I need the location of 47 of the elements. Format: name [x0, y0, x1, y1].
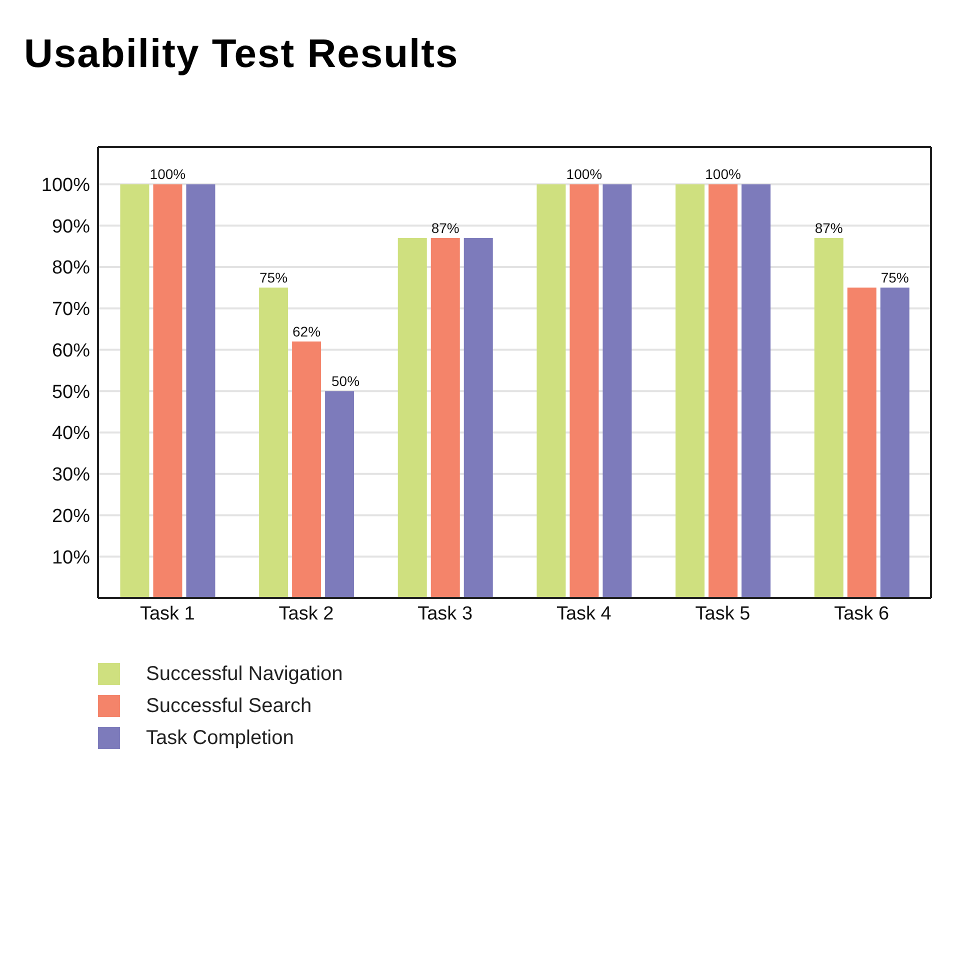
bar [847, 288, 876, 598]
bar [430, 238, 460, 598]
data-label: 100% [150, 166, 186, 182]
bar [814, 238, 844, 598]
bar [325, 391, 354, 598]
data-label: 62% [292, 323, 321, 340]
bar [536, 184, 566, 598]
bar [742, 184, 771, 598]
bar [880, 288, 910, 598]
data-label: 87% [814, 220, 843, 236]
bar [398, 238, 427, 598]
x-tick-label: Task 5 [695, 603, 750, 624]
data-label: 87% [431, 220, 460, 236]
data-label: 100% [566, 166, 602, 182]
x-tick-label: Task 1 [140, 603, 195, 624]
x-tick-label: Task 2 [278, 603, 334, 624]
bar [186, 184, 216, 598]
y-tick-label: 80% [52, 258, 90, 279]
y-tick-label: 40% [52, 423, 90, 444]
y-tick-label: 100% [41, 174, 90, 196]
data-label: 75% [880, 270, 909, 286]
bar [676, 184, 705, 598]
y-tick-label: 70% [52, 299, 90, 320]
bar [602, 184, 632, 598]
data-label: 50% [332, 373, 360, 390]
x-tick-label: Task 4 [556, 603, 612, 624]
y-tick-label: 20% [52, 506, 90, 527]
bar [259, 288, 288, 598]
y-tick-label: 90% [52, 216, 90, 238]
legend-label: Successful Search [146, 694, 312, 718]
chart-title: Usability Test Results [23, 31, 460, 78]
bar [153, 184, 182, 598]
bar [120, 184, 150, 598]
legend-label: Task Completion [146, 726, 294, 750]
legend-label: Successful Navigation [146, 662, 343, 686]
y-tick-label: 10% [52, 547, 90, 568]
bar [570, 184, 599, 598]
y-tick-label: 60% [52, 340, 90, 362]
y-tick-label: 50% [52, 382, 90, 403]
bar [292, 341, 322, 598]
x-tick-label: Task 3 [418, 603, 473, 624]
data-label: 75% [260, 270, 288, 286]
bar [464, 238, 493, 598]
bar [708, 184, 738, 598]
data-label: 100% [705, 166, 741, 182]
x-tick-label: Task 6 [834, 603, 890, 624]
y-tick-label: 30% [52, 464, 90, 486]
